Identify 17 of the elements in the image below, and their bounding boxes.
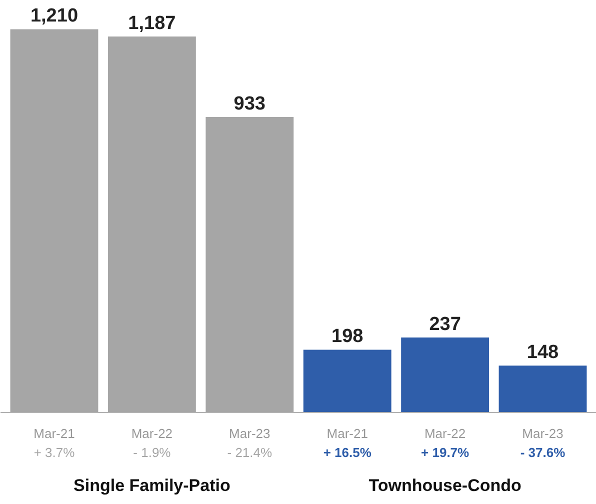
- data-label: 1,187: [128, 12, 176, 34]
- x-tick-label: Mar-22 - 1.9%: [131, 426, 173, 460]
- text: Single Family-Patio: [74, 476, 230, 495]
- text: Townhouse-Condo: [368, 476, 522, 495]
- x-tick-label: Mar-21 + 16.5%: [323, 426, 372, 460]
- data-label: 237: [429, 314, 461, 335]
- x-tick-label: Mar-21 + 3.7%: [34, 426, 76, 460]
- data-label: 148: [526, 342, 559, 363]
- bar: [401, 337, 490, 413]
- bar: [498, 366, 587, 413]
- data-label: 1,210: [30, 6, 78, 27]
- data-label: 198: [332, 326, 364, 348]
- x-tick-label: Mar-23 - 21.4%: [227, 426, 272, 460]
- bar: [303, 350, 392, 413]
- x-tick-label: Mar-23 - 37.6%: [520, 426, 566, 460]
- x-tick-label: Mar-22 + 19.7%: [421, 426, 470, 460]
- data-label: 933: [234, 93, 266, 114]
